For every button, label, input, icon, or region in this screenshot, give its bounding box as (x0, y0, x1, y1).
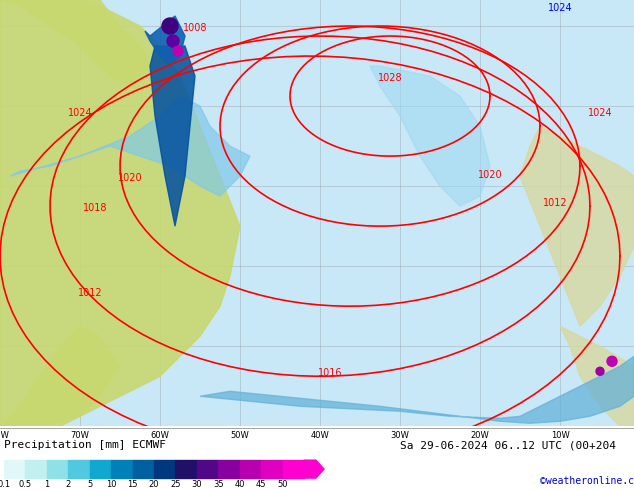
Text: 1024: 1024 (588, 108, 612, 118)
Polygon shape (0, 0, 150, 86)
Text: 5: 5 (87, 480, 93, 489)
Bar (261, 460, 283, 478)
Text: 45: 45 (256, 480, 266, 489)
Bar (154, 460, 176, 478)
Polygon shape (150, 46, 195, 226)
Polygon shape (0, 326, 120, 426)
Text: 50: 50 (277, 480, 288, 489)
Text: 1: 1 (44, 480, 49, 489)
Circle shape (607, 356, 617, 366)
Circle shape (173, 46, 183, 56)
Bar (47, 460, 68, 478)
Text: 40W: 40W (311, 431, 330, 441)
Text: 1018: 1018 (83, 203, 107, 213)
Bar (218, 460, 240, 478)
Text: 70W: 70W (70, 431, 89, 441)
Bar (176, 460, 197, 478)
Text: 35: 35 (213, 480, 224, 489)
Polygon shape (10, 96, 250, 196)
Text: 30W: 30W (391, 431, 410, 441)
Text: 1012: 1012 (78, 288, 102, 298)
Text: 1024: 1024 (68, 108, 93, 118)
Text: 1008: 1008 (183, 23, 207, 33)
Polygon shape (0, 0, 240, 426)
Bar (111, 460, 133, 478)
Text: 20W: 20W (470, 431, 489, 441)
Text: 1020: 1020 (477, 170, 502, 180)
Text: 2: 2 (66, 480, 71, 489)
Text: Sa 29-06-2024 06..12 UTC (00+204: Sa 29-06-2024 06..12 UTC (00+204 (400, 440, 616, 450)
Text: 25: 25 (170, 480, 181, 489)
Text: ©weatheronline.co.uk: ©weatheronline.co.uk (540, 476, 634, 486)
Text: 15: 15 (127, 480, 138, 489)
Text: 50W: 50W (231, 431, 249, 441)
Text: 30: 30 (191, 480, 202, 489)
Polygon shape (200, 356, 634, 423)
Polygon shape (145, 16, 185, 66)
Polygon shape (370, 66, 490, 206)
Bar (240, 460, 261, 478)
Text: 10: 10 (106, 480, 117, 489)
Bar (4, 460, 25, 478)
Polygon shape (520, 126, 634, 326)
Text: 1016: 1016 (318, 368, 342, 378)
Bar (90, 460, 111, 478)
Text: 20: 20 (149, 480, 159, 489)
Text: 1020: 1020 (118, 173, 142, 183)
Bar (197, 460, 218, 478)
Text: 60W: 60W (150, 431, 169, 441)
Bar (283, 460, 304, 478)
Text: 1024: 1024 (548, 3, 573, 13)
Circle shape (162, 18, 178, 34)
Text: 80W: 80W (0, 431, 10, 441)
Text: 1028: 1028 (378, 73, 403, 83)
Polygon shape (560, 326, 634, 426)
Bar (68, 460, 90, 478)
FancyArrow shape (304, 460, 324, 478)
Circle shape (596, 368, 604, 375)
Bar (133, 460, 154, 478)
Text: 40: 40 (235, 480, 245, 489)
Text: 0.1: 0.1 (0, 480, 11, 489)
Text: Precipitation [mm] ECMWF: Precipitation [mm] ECMWF (4, 440, 166, 450)
Bar (25, 460, 47, 478)
Text: 10W: 10W (550, 431, 569, 441)
Text: 1012: 1012 (543, 198, 567, 208)
Circle shape (167, 35, 179, 47)
Text: 0.5: 0.5 (19, 480, 32, 489)
